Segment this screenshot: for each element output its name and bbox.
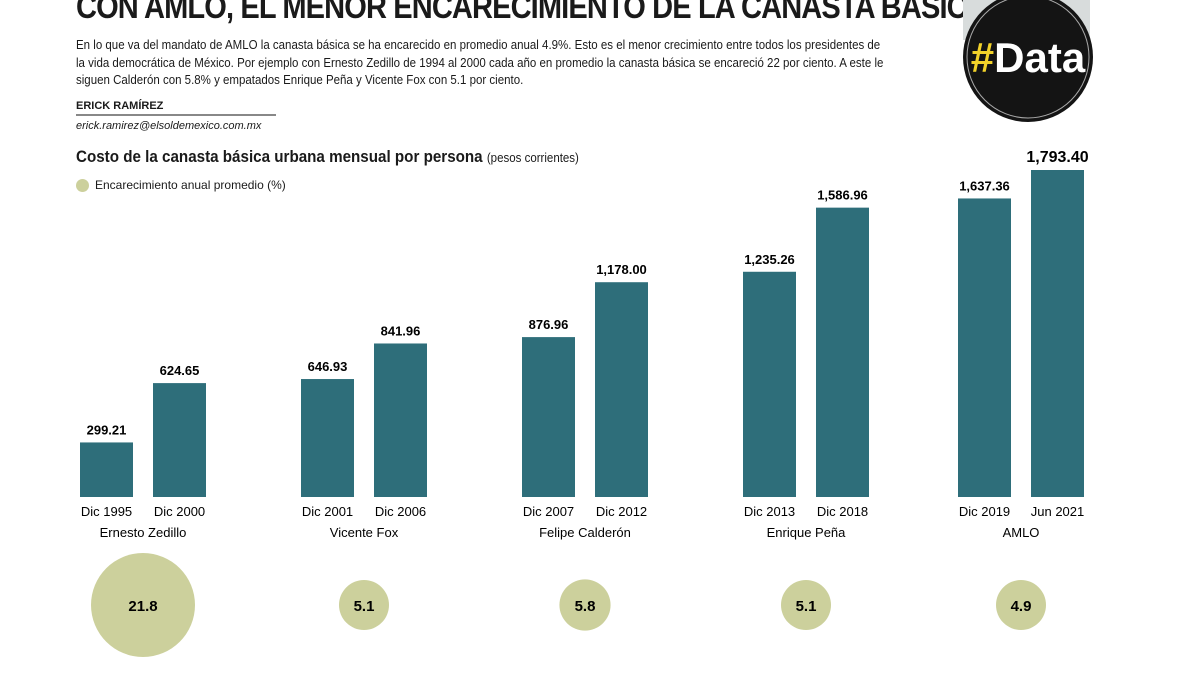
logo-text: #Data (971, 34, 1086, 81)
x-tick-label: Dic 2006 (375, 504, 426, 519)
increase-bubble (559, 579, 611, 631)
intro-text: En lo que va del mandato de AMLO la cana… (76, 38, 884, 87)
group-label: AMLO (1003, 525, 1040, 540)
x-tick-label: Dic 2018 (817, 504, 868, 519)
bar (1031, 170, 1084, 497)
x-tick-label: Dic 2007 (523, 504, 574, 519)
legend-label: Encarecimiento anual promedio (%) (95, 178, 286, 192)
bar (80, 442, 133, 497)
bar (374, 343, 427, 497)
group-label: Enrique Peña (767, 525, 847, 540)
chart-title-text: Costo de la canasta básica urbana mensua… (76, 148, 483, 166)
bar-value-label: 1,178.00 (596, 262, 647, 277)
increase-label: 5.1 (354, 598, 375, 615)
group-label: Ernesto Zedillo (100, 525, 187, 540)
x-tick-label: Dic 2001 (302, 504, 353, 519)
bar-value-label: 1,586.96 (817, 188, 868, 203)
author-name: ERICK RAMÍREZ (76, 100, 276, 116)
logo-circle (963, 0, 1093, 122)
x-tick-label: Dic 2013 (744, 504, 795, 519)
bar-value-label: 1,793.40 (1026, 149, 1088, 166)
increase-bubble (781, 580, 831, 630)
bar-value-label: 1,235.26 (744, 252, 795, 267)
x-tick-label: Dic 2012 (596, 504, 647, 519)
chart-title: Costo de la canasta básica urbana mensua… (76, 148, 579, 167)
bar-value-label: 841.96 (381, 323, 421, 338)
increase-label: 4.9 (1011, 598, 1032, 615)
chart-unit: (pesos corrientes) (486, 151, 579, 165)
bar-value-label: 646.93 (308, 359, 348, 374)
legend: Encarecimiento anual promedio (%) (76, 178, 286, 192)
legend-dot-icon (76, 178, 89, 192)
increase-bubble (339, 580, 389, 630)
data-logo: #Data (963, 0, 1093, 122)
bar (595, 282, 648, 497)
group-label: Vicente Fox (330, 525, 399, 540)
bar-value-label: 299.21 (87, 422, 127, 437)
bar-value-label: 624.65 (160, 363, 200, 378)
bar (301, 379, 354, 497)
increase-bubble (996, 580, 1046, 630)
bar-value-label: 876.96 (529, 317, 569, 332)
bar (522, 337, 575, 497)
bar (153, 383, 206, 497)
increase-label: 5.1 (796, 598, 817, 615)
author-email: erick.ramirez@elsoldemexico.com.mx (76, 120, 262, 132)
bar (958, 198, 1011, 497)
x-tick-label: Dic 2019 (959, 504, 1010, 519)
x-tick-label: Jun 2021 (1031, 504, 1085, 519)
logo-ring (966, 0, 1090, 119)
increase-label: 21.8 (128, 598, 157, 615)
bar-value-label: 1,637.36 (959, 178, 1010, 193)
increase-label: 5.8 (575, 598, 596, 615)
x-tick-label: Dic 2000 (154, 504, 205, 519)
x-tick-label: Dic 1995 (81, 504, 132, 519)
bar (743, 271, 796, 497)
bar (816, 207, 869, 497)
page-title: CON AMLO, EL MENOR ENCARECIMIENTO DE LA … (76, 0, 988, 25)
increase-bubble (91, 553, 195, 657)
group-label: Felipe Calderón (539, 525, 631, 540)
